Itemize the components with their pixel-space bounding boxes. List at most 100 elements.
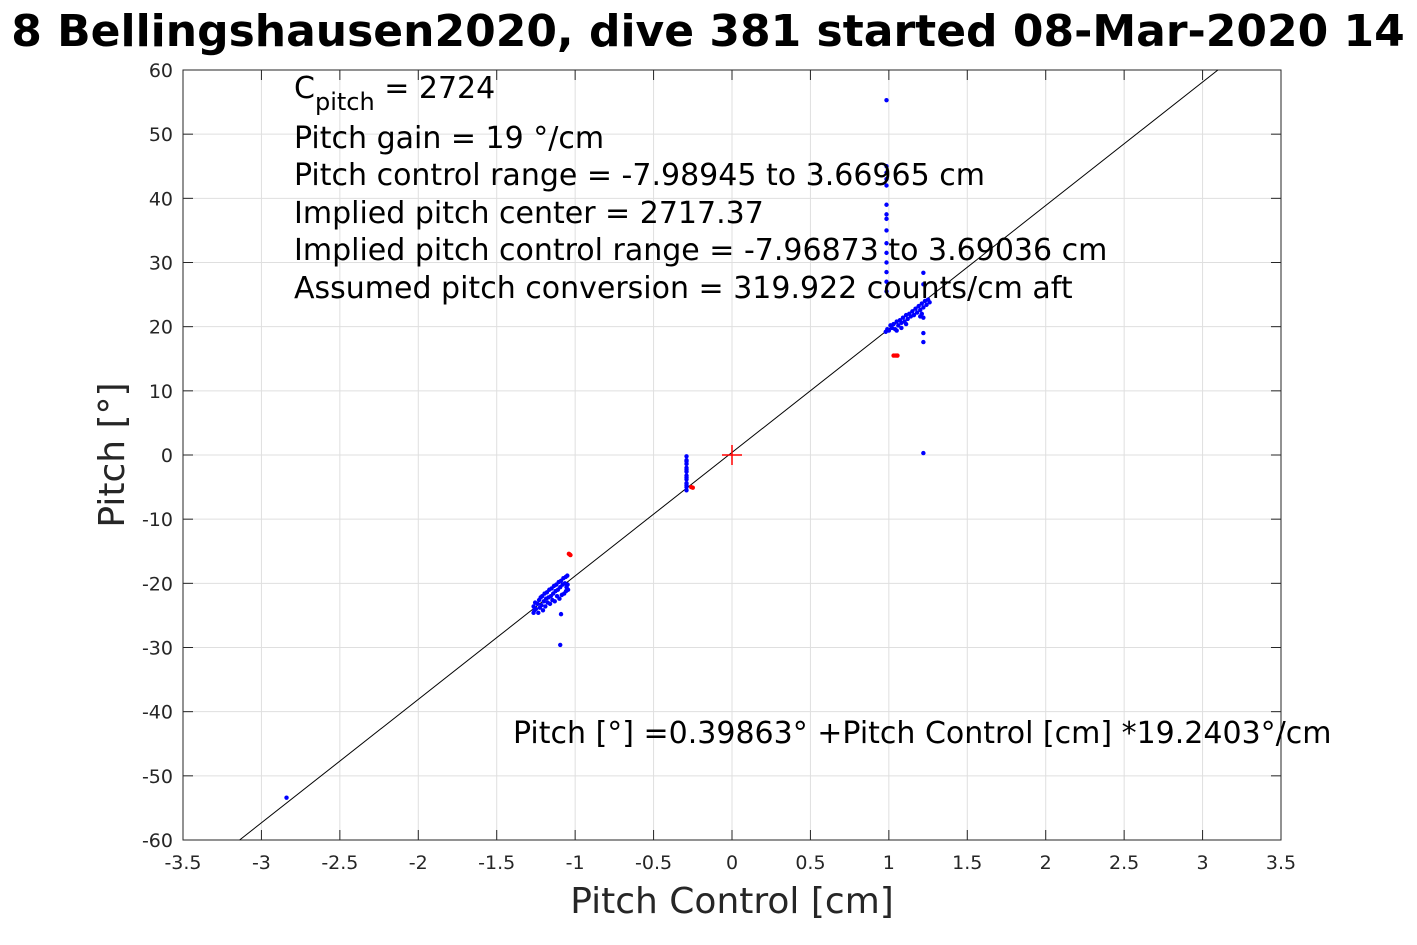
data-point-blue xyxy=(927,300,932,305)
data-point-blue xyxy=(884,170,889,175)
data-point-blue xyxy=(684,459,689,464)
control-range-annotation: Pitch control range = -7.98945 to 3.6696… xyxy=(294,158,985,193)
y-tick-label: -60 xyxy=(142,830,173,852)
x-tick-label: -1.5 xyxy=(478,852,515,874)
info-annotations: Cpitch = 2724 Pitch gain = 19 °/cm Pitch… xyxy=(294,71,1331,751)
data-point-blue xyxy=(558,611,564,617)
data-point-blue xyxy=(547,601,553,607)
y-tick-label: -30 xyxy=(142,638,173,660)
x-tick-label: -1 xyxy=(566,852,585,874)
x-tick-label: -3 xyxy=(252,852,271,874)
data-point-blue xyxy=(886,328,892,333)
data-point-blue xyxy=(558,642,563,648)
grid-lines xyxy=(182,69,1282,841)
x-axis-label: Pitch Control [cm] xyxy=(570,881,894,922)
data-point-blue xyxy=(884,279,889,284)
x-tick-labels: -3.5 -3 -2.5 -2 -1.5 -1 -0.5 0 0.5 1 1.5 2 2.5 3 3.5 xyxy=(164,852,1296,874)
data-point-blue xyxy=(884,228,889,233)
data-point-blue xyxy=(565,587,571,592)
data-point-blue xyxy=(565,573,570,578)
y-tick-label: 20 xyxy=(149,317,173,339)
data-point-blue xyxy=(884,260,889,265)
x-tick-label: -3.5 xyxy=(164,852,201,874)
data-point-blue xyxy=(884,241,889,246)
data-point-blue xyxy=(557,596,562,601)
data-point-blue xyxy=(884,250,889,256)
chart-title: 8 Bellingshausen2020, dive 381 started 0… xyxy=(11,6,1405,57)
y-axis-label: Pitch [°] xyxy=(92,382,133,527)
implied-center-annotation: Implied pitch center = 2717.37 xyxy=(294,196,764,231)
data-point-blue xyxy=(921,305,926,310)
data-point-blue xyxy=(916,303,921,309)
axis-ticks xyxy=(182,69,1282,841)
data-point-blue xyxy=(284,795,289,800)
data-point-blue xyxy=(533,606,539,612)
data-point-red xyxy=(690,485,695,490)
y-tick-label: -20 xyxy=(142,573,173,595)
data-point-blue xyxy=(884,202,889,207)
data-point-blue xyxy=(921,450,926,456)
data-point-blue xyxy=(921,330,926,336)
data-point-blue xyxy=(884,289,889,294)
x-tick-label: -0.5 xyxy=(635,852,672,874)
x-tick-label: -2 xyxy=(409,852,428,874)
data-point-blue xyxy=(684,488,689,493)
x-tick-label: 0.5 xyxy=(795,852,825,874)
x-tick-label: 3 xyxy=(1197,852,1209,874)
data-point-blue xyxy=(903,321,909,327)
c-pitch-value: = 2724 xyxy=(375,71,496,106)
x-tick-label: -2.5 xyxy=(321,852,358,874)
y-tick-labels: -60 -50 -40 -30 -20 -10 0 10 20 30 40 50 60 xyxy=(142,60,173,852)
data-point-blue xyxy=(684,454,689,459)
data-point-blue xyxy=(884,212,889,217)
data-point-blue xyxy=(565,582,570,587)
pitch-gain-annotation: Pitch gain = 19 °/cm xyxy=(294,121,604,156)
data-point-red xyxy=(895,353,900,358)
data-point-blue xyxy=(884,269,889,275)
data-point-blue xyxy=(899,325,904,331)
data-point-blue xyxy=(684,482,689,488)
y-tick-label: 60 xyxy=(149,60,173,82)
y-tick-label: 50 xyxy=(149,124,173,146)
data-point-blue xyxy=(539,602,544,608)
data-point-blue xyxy=(919,311,924,317)
data-point-blue xyxy=(896,323,901,328)
data-point-blue xyxy=(884,183,889,188)
y-tick-label: -50 xyxy=(142,766,173,788)
data-point-blue xyxy=(536,610,541,616)
data-point-blue xyxy=(552,599,557,604)
data-point-blue xyxy=(884,216,889,222)
data-point-blue xyxy=(911,312,917,318)
data-point-blue xyxy=(535,601,540,607)
implied-range-annotation: Implied pitch control range = -7.96873 t… xyxy=(294,233,1107,268)
c-pitch-annotation: Cpitch = 2724 xyxy=(294,71,495,116)
y-tick-label: 0 xyxy=(161,445,173,467)
data-point-blue xyxy=(921,270,926,275)
data-point-blue xyxy=(540,608,546,613)
data-point-blue xyxy=(884,176,889,182)
data-point-blue xyxy=(914,310,920,315)
c-pitch-prefix: C xyxy=(294,71,315,106)
center-marker-layer xyxy=(722,445,742,465)
data-point-blue xyxy=(921,339,926,345)
x-tick-label: 1 xyxy=(883,852,895,874)
x-tick-label: 2.5 xyxy=(1109,852,1139,874)
data-point-red xyxy=(566,551,572,557)
data-points xyxy=(284,97,932,800)
data-point-blue xyxy=(921,282,926,287)
data-point-blue xyxy=(900,315,906,320)
data-point-blue xyxy=(913,306,918,311)
data-point-blue xyxy=(919,301,924,306)
data-point-blue xyxy=(905,316,910,322)
data-point-blue xyxy=(924,302,929,308)
x-tick-label: 1.5 xyxy=(952,852,982,874)
data-point-blue xyxy=(884,97,889,103)
y-tick-label: -10 xyxy=(142,509,173,531)
data-point-blue xyxy=(891,321,896,327)
fit-equation-annotation: Pitch [°] =0.39863° +Pitch Control [cm] … xyxy=(513,716,1331,751)
data-point-blue xyxy=(910,309,915,314)
x-tick-label: 2 xyxy=(1040,852,1052,874)
data-point-blue xyxy=(543,604,548,609)
y-tick-label: 40 xyxy=(149,188,173,210)
